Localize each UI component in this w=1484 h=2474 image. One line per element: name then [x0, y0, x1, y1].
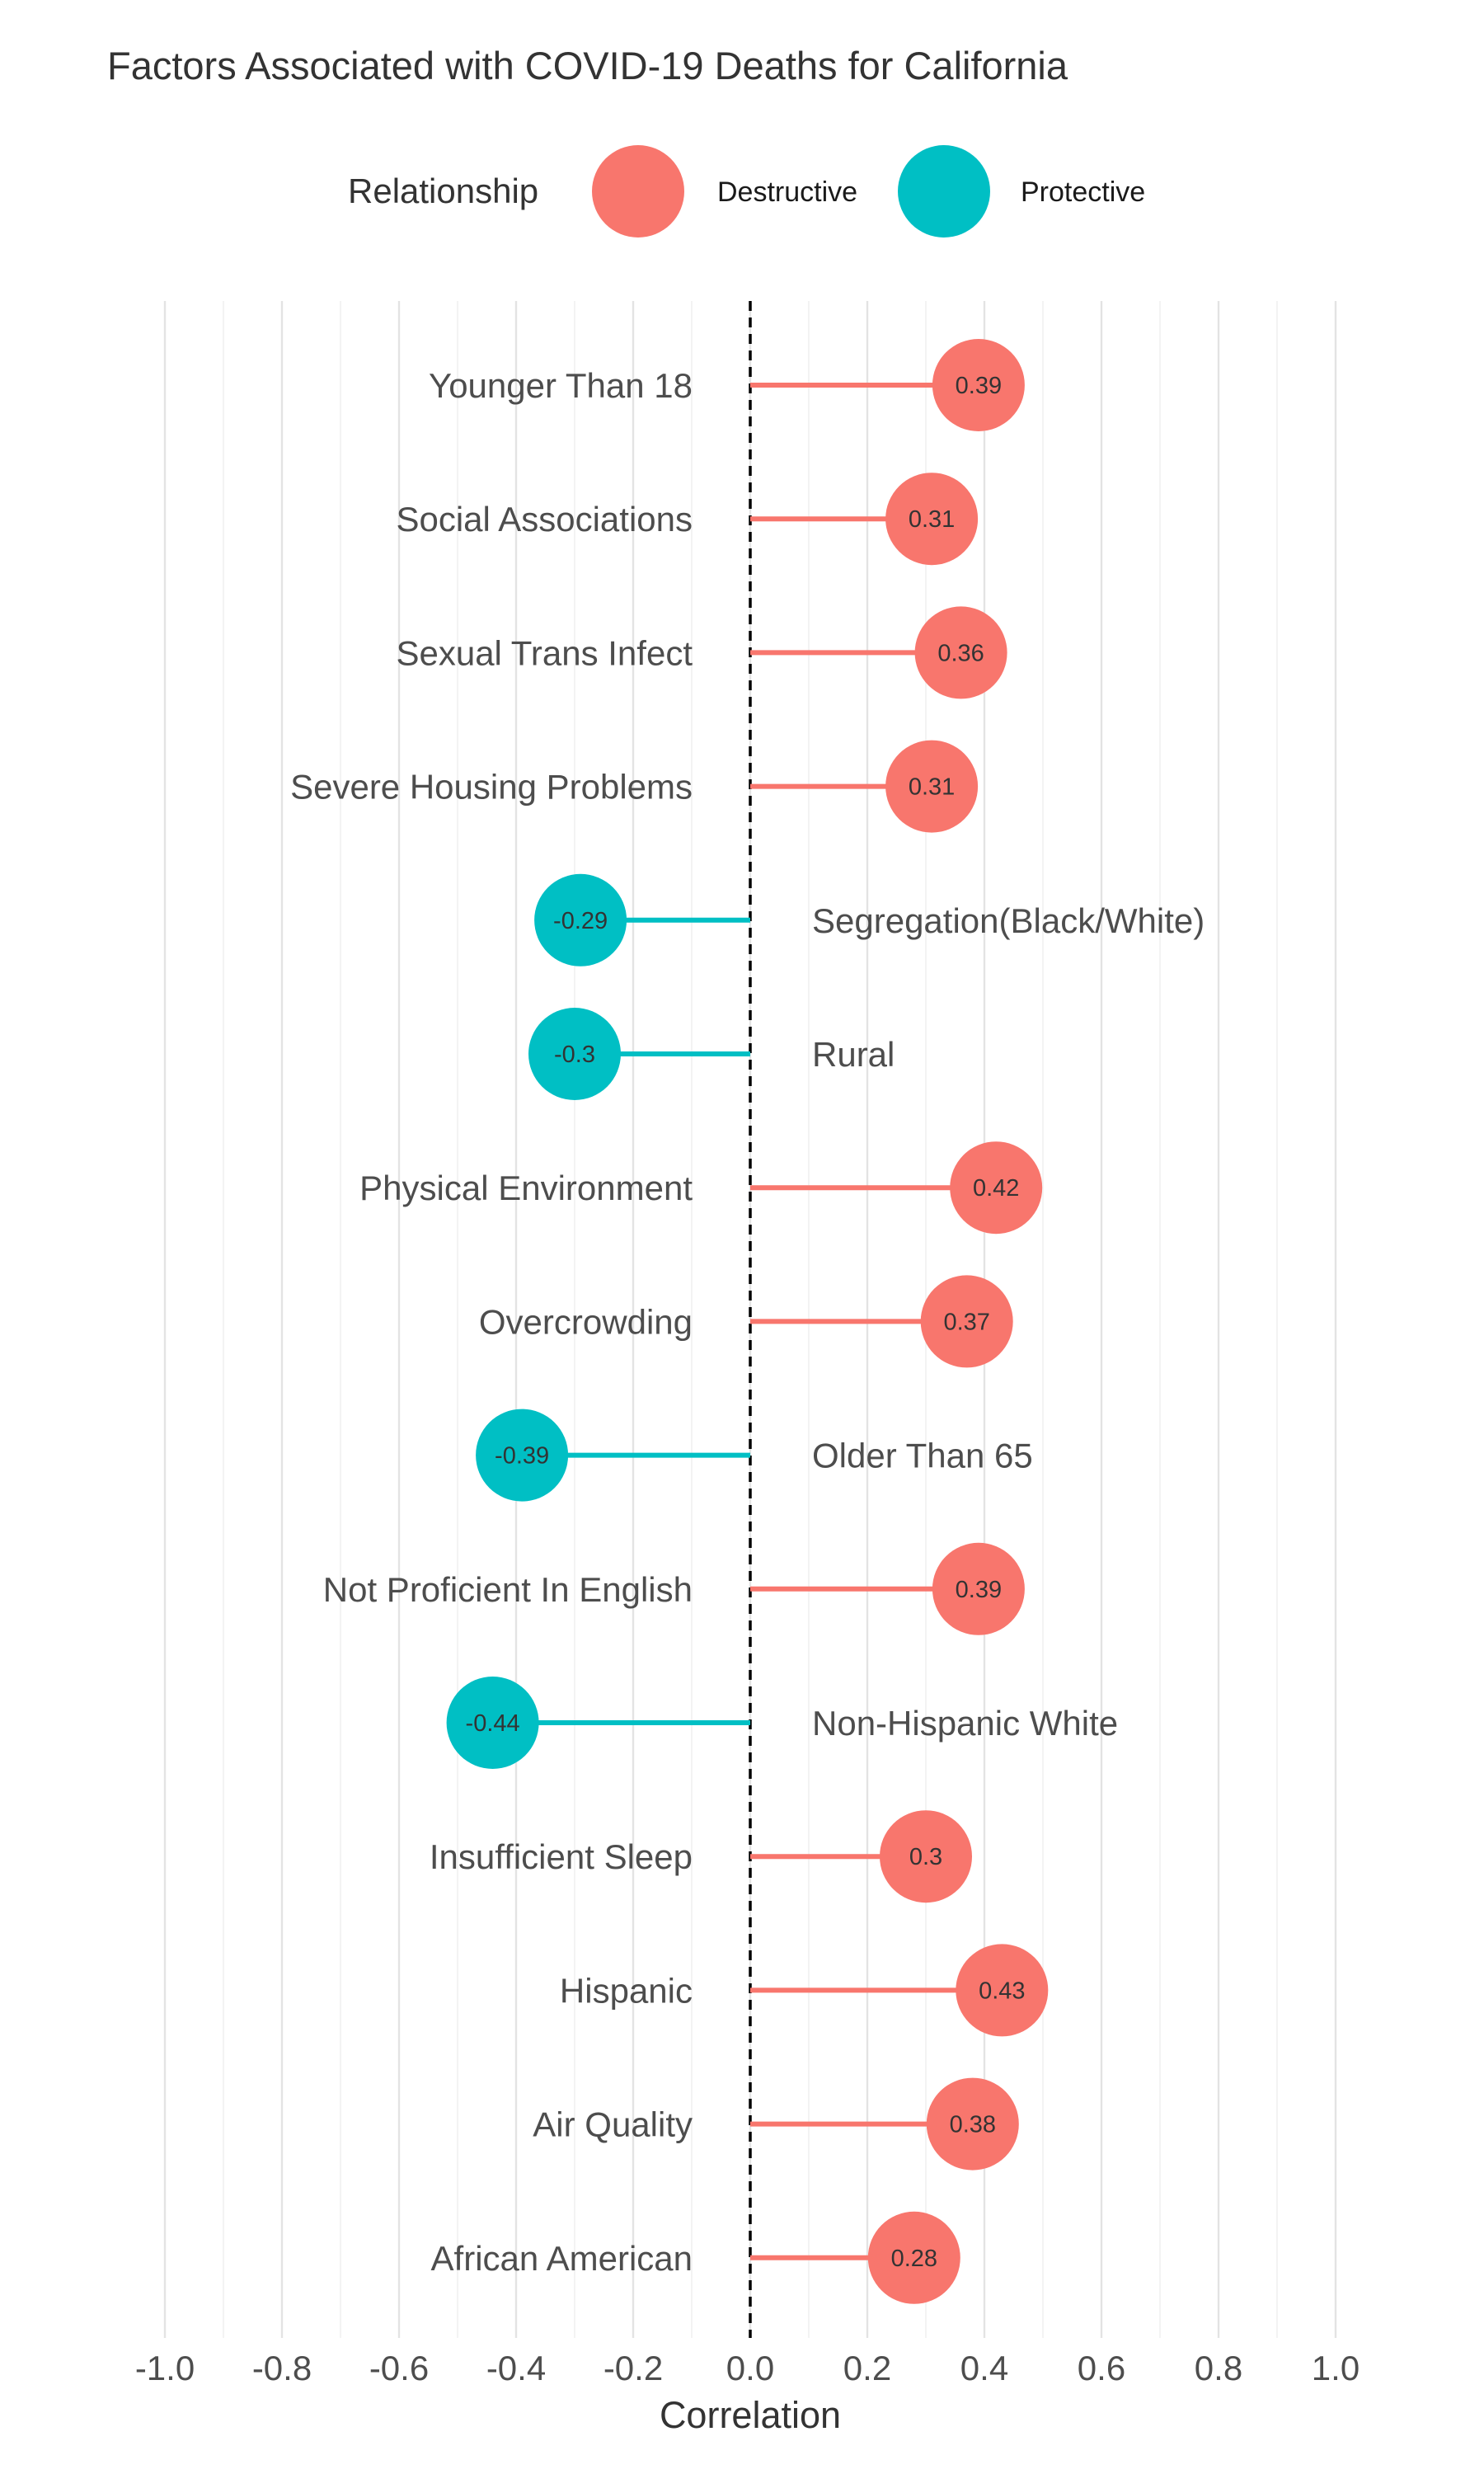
- legend-title: Relationship: [348, 172, 538, 210]
- lollipop-point: [534, 873, 627, 967]
- lollipop-point: [446, 1677, 539, 1769]
- lollipop-point: [528, 1008, 621, 1100]
- category-label: Insufficient Sleep: [430, 1837, 693, 1876]
- category-label: Sexual Trans Infect: [396, 633, 693, 672]
- lollipop-point: [476, 1409, 569, 1502]
- x-tick-label: 1.0: [1312, 2349, 1360, 2387]
- lollipop-point: [950, 1141, 1043, 1235]
- lollipop-point: [880, 1810, 972, 1903]
- x-tick-label: -0.8: [252, 2349, 312, 2387]
- x-tick-label: 0.4: [960, 2349, 1008, 2387]
- category-label: Social Associations: [396, 500, 693, 539]
- category-label: Hispanic: [560, 1971, 693, 2010]
- x-tick-label: -0.4: [486, 2349, 546, 2387]
- lollipop-point: [867, 2211, 960, 2304]
- x-tick-label: -0.2: [603, 2349, 663, 2387]
- category-label: Severe Housing Problems: [290, 768, 693, 807]
- legend-key-destructive: [592, 145, 684, 238]
- x-tick-label: 0.2: [843, 2349, 891, 2387]
- lollipop-point: [885, 740, 979, 833]
- plot-marks: 0.39 Younger Than 18 0.31 Social Associatio…: [290, 339, 1205, 2304]
- category-label: Younger Than 18: [429, 366, 693, 405]
- lollipop-point: [920, 1275, 1013, 1368]
- data-label: 0.42: [973, 1175, 1019, 1202]
- data-label: -0.3: [554, 1042, 595, 1068]
- data-label: 0.39: [956, 1577, 1002, 1603]
- data-label: 0.39: [956, 373, 1002, 399]
- legend: Relationship Destructive Protective: [348, 145, 1145, 238]
- category-label: Air Quality: [533, 2105, 693, 2144]
- lollipop-point: [932, 339, 1025, 431]
- lollipop-point: [926, 2077, 1019, 2171]
- category-label: Rural: [812, 1035, 895, 1074]
- data-label: 0.36: [937, 640, 984, 666]
- data-label: 0.37: [943, 1309, 989, 1335]
- data-label: 0.31: [909, 506, 955, 533]
- data-label: 0.3: [909, 1844, 942, 1870]
- x-tick-label: -0.6: [369, 2349, 429, 2387]
- x-tick-label: 0.8: [1195, 2349, 1242, 2387]
- x-tick-label: -1.0: [135, 2349, 195, 2387]
- category-label: Segregation(Black/White): [812, 901, 1205, 940]
- category-label: Not Proficient In English: [323, 1570, 693, 1609]
- lollipop-point: [932, 1542, 1025, 1635]
- x-axis-title: Correlation: [660, 2394, 841, 2436]
- category-label: Non-Hispanic White: [812, 1704, 1118, 1743]
- data-label: -0.44: [466, 1710, 520, 1737]
- category-label: Overcrowding: [479, 1302, 693, 1341]
- x-axis-ticks: -1.0 -0.8 -0.6 -0.4 -0.2 0.0 0.2 0.4 0.6 0.8 1.0: [135, 2349, 1360, 2387]
- legend-label-destructive: Destructive: [717, 176, 857, 208]
- category-label: Physical Environment: [359, 1169, 693, 1207]
- data-label: 0.31: [909, 774, 955, 801]
- legend-label-protective: Protective: [1021, 176, 1145, 208]
- category-label: Older Than 65: [812, 1437, 1033, 1475]
- lollipop-point: [914, 606, 1007, 699]
- x-tick-label: 0.0: [726, 2349, 774, 2387]
- legend-key-protective: [898, 145, 990, 238]
- data-label: 0.38: [950, 2112, 996, 2138]
- data-label: 0.43: [979, 1978, 1025, 2004]
- data-label: -0.29: [553, 908, 608, 934]
- lollipop-point: [956, 1944, 1049, 2037]
- category-label: African American: [431, 2239, 693, 2278]
- data-label: -0.39: [495, 1443, 549, 1470]
- data-label: 0.28: [891, 2246, 937, 2272]
- chart-title: Factors Associated with COVID-19 Deaths …: [107, 44, 1068, 87]
- x-tick-label: 0.6: [1078, 2349, 1125, 2387]
- lollipop-point: [885, 473, 979, 566]
